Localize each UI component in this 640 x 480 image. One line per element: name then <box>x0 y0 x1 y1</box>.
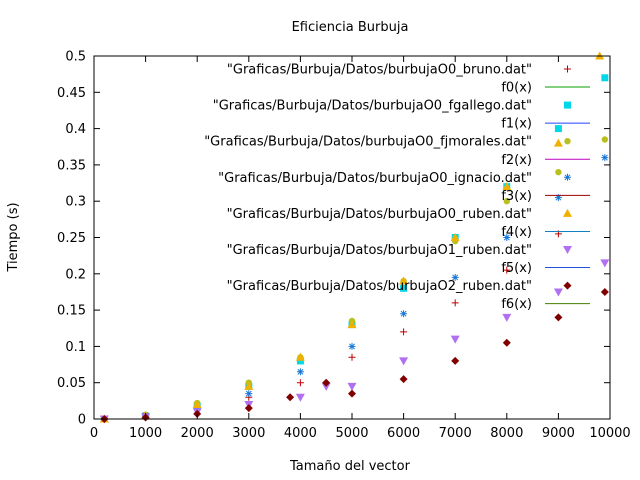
data-point <box>503 198 510 205</box>
data-point <box>600 259 610 268</box>
legend-label: "Graficas/Burbuja/Datos/burbujaO0_fjmora… <box>204 135 532 150</box>
x-tick-label: 0 <box>90 426 98 441</box>
legend-marker-sample <box>563 246 572 254</box>
data-point <box>296 357 304 365</box>
y-tick-label: 0.45 <box>57 86 86 101</box>
data-point <box>450 233 460 241</box>
x-tick-label: 10000 <box>589 426 630 441</box>
legend-label: "Graficas/Burbuja/Datos/burbujaO2_ruben.… <box>227 279 532 294</box>
y-tick-label: 0.2 <box>65 267 86 282</box>
data-point <box>322 378 331 387</box>
legend-label: f1(x) <box>501 117 532 132</box>
x-axis-label: Tamaño del vector <box>289 459 411 474</box>
data-point <box>502 182 512 191</box>
data-point <box>553 288 563 297</box>
data-point <box>348 389 356 398</box>
data-point <box>399 276 409 285</box>
data-point <box>296 379 304 387</box>
legend-label: f3(x) <box>501 189 532 204</box>
legend-marker-sample <box>563 281 572 290</box>
legend-label: "Graficas/Burbuja/Datos/burbujaO0_bruno.… <box>227 63 532 78</box>
legend-label: f6(x) <box>501 297 532 312</box>
data-point <box>554 125 562 133</box>
data-point <box>321 382 331 391</box>
legend-label: f4(x) <box>501 225 532 240</box>
data-point <box>400 284 408 292</box>
data-point <box>296 368 304 376</box>
x-tick-label: 2000 <box>181 426 214 441</box>
data-point <box>553 138 563 147</box>
data-point <box>348 342 356 350</box>
data-point <box>399 375 408 384</box>
data-point <box>601 154 609 162</box>
data-point <box>451 273 459 281</box>
x-tick-label: 9000 <box>542 426 575 441</box>
data-point <box>502 313 512 322</box>
data-point <box>451 356 460 365</box>
legend: "Graficas/Burbuja/Datos/burbujaO0_bruno.… <box>204 63 590 312</box>
y-tick-label: 0.4 <box>65 122 86 137</box>
chart-title: Eficiencia Burbuja <box>292 20 409 35</box>
data-point <box>555 168 562 176</box>
legend-label: "Graficas/Burbuja/Datos/burbujaO0_ruben.… <box>227 207 532 222</box>
data-point <box>554 194 562 202</box>
data-point <box>400 310 408 318</box>
data-point <box>192 399 202 408</box>
plot-frame <box>93 55 611 420</box>
data-point <box>347 382 357 391</box>
x-tick-label: 8000 <box>490 426 523 441</box>
data-point <box>601 136 609 143</box>
x-tick-label: 7000 <box>439 426 472 441</box>
y-tick-label: 0.05 <box>57 376 86 391</box>
data-point <box>503 234 511 241</box>
data-point <box>450 335 460 344</box>
y-tick-label: 0.15 <box>57 304 86 319</box>
x-tick-label: 5000 <box>335 426 368 441</box>
data-point <box>286 393 295 402</box>
data-point <box>399 357 409 366</box>
x-tick-label: 3000 <box>232 426 265 441</box>
data-point <box>503 266 511 274</box>
data-point <box>600 287 609 296</box>
y-tick-label: 0.5 <box>65 50 86 65</box>
data-point <box>244 381 254 390</box>
y-tick-label: 0.25 <box>57 231 86 246</box>
legend-label: f0(x) <box>501 81 532 96</box>
legend-label: "Graficas/Burbuja/Datos/burbujaO0_ignaci… <box>218 171 532 186</box>
data-point <box>502 338 511 347</box>
x-tick-label: 4000 <box>284 426 317 441</box>
data-point <box>295 352 305 361</box>
legend-marker-sample <box>564 101 571 109</box>
x-tick-label: 1000 <box>129 426 162 441</box>
x-tick-label: 6000 <box>387 426 420 441</box>
data-point <box>347 320 357 329</box>
legend-label: "Graficas/Burbuja/Datos/burbujaO1_ruben.… <box>227 243 532 258</box>
data-point <box>245 390 253 398</box>
y-tick-label: 0.1 <box>65 340 86 355</box>
legend-marker-sample <box>563 208 572 217</box>
legend-marker-sample <box>564 65 571 73</box>
data-point <box>348 353 356 361</box>
data-point <box>400 328 408 336</box>
legend-label: f2(x) <box>501 153 532 168</box>
y-axis-label: Tiempo (s) <box>6 202 21 272</box>
legend-marker-sample <box>564 173 571 181</box>
data-point <box>451 299 459 307</box>
data-point <box>244 404 253 413</box>
legend-label: f5(x) <box>501 261 532 276</box>
data-point <box>554 313 563 322</box>
y-tick-label: 0.35 <box>57 158 86 173</box>
data-point <box>601 74 609 82</box>
legend-marker-sample <box>564 138 571 145</box>
y-tick-label: 0 <box>78 413 86 428</box>
data-point <box>295 393 305 402</box>
legend-label: "Graficas/Burbuja/Datos/burbujaO0_fgalle… <box>213 99 532 114</box>
y-tick-label: 0.3 <box>65 195 86 210</box>
